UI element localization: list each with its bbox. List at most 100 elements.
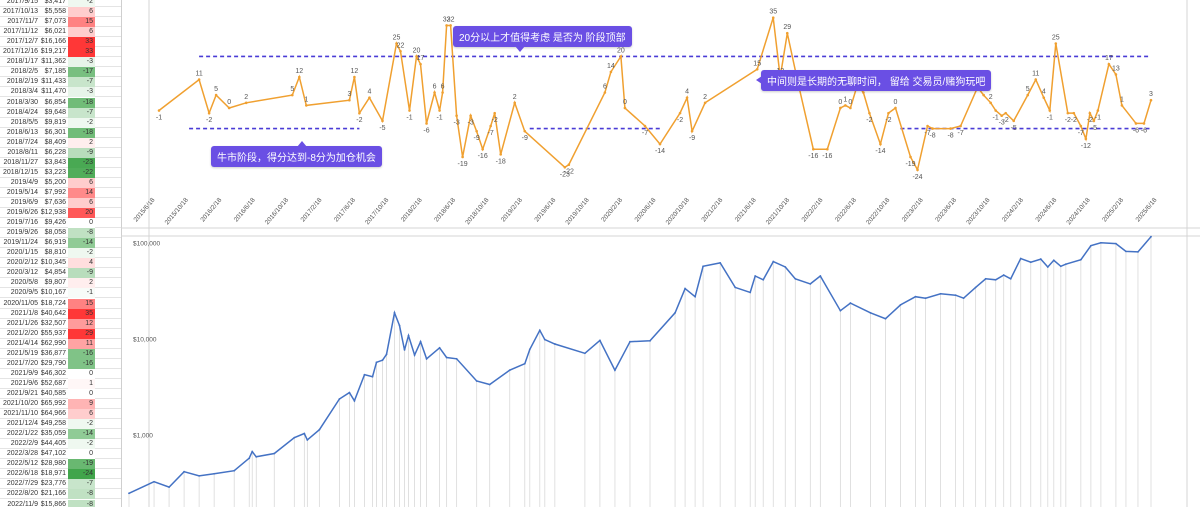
cell-date[interactable]: 2021/9/6 [10,379,38,387]
cell-score[interactable]: 6 [68,27,95,38]
table-row[interactable]: 2018/4/24 $9,648 -7 [0,107,121,118]
cell-score[interactable]: -23 [68,157,95,168]
table-row[interactable]: 2018/1/17 $11,362 -3 [0,57,121,68]
cell-score[interactable]: -8 [68,499,95,507]
cell-date[interactable]: 2022/8/20 [6,490,38,498]
cell-price[interactable]: $44,405 [40,440,66,448]
cell-date[interactable]: 2018/8/11 [7,148,38,156]
cell-price[interactable]: $16,166 [40,38,66,46]
cell-price[interactable]: $18,971 [40,470,66,478]
cell-price[interactable]: $9,807 [44,279,66,287]
cell-score[interactable]: -3 [68,87,95,98]
cell-date[interactable]: 2019/4/9 [10,178,38,186]
cell-date[interactable]: 2021/11/10 [3,410,38,418]
cell-score[interactable]: -14 [68,429,95,440]
cell-score[interactable]: -24 [68,469,95,480]
cell-date[interactable]: 2017/11/12 [3,28,38,36]
table-row[interactable]: 2022/7/29 $23,776 -7 [0,479,121,490]
table-row[interactable]: 2021/2/20 $55,937 29 [0,328,121,339]
cell-score[interactable]: -2 [68,439,95,450]
cell-price[interactable]: $64,966 [40,410,66,418]
cell-score[interactable]: 35 [68,308,95,319]
cell-date[interactable]: 2019/6/26 [6,209,38,217]
cell-score[interactable]: -2 [68,248,95,259]
cell-score[interactable]: 0 [68,218,95,229]
cell-date[interactable]: 2018/7/24 [6,138,38,146]
cell-price[interactable]: $62,990 [40,339,66,347]
table-row[interactable]: 2019/6/26 $12,938 20 [0,208,121,219]
table-row[interactable]: 2018/8/11 $6,228 -9 [0,147,121,158]
table-row[interactable]: 2020/9/5 $10,167 -1 [0,288,121,299]
table-row[interactable]: 2021/10/20 $65,992 9 [0,399,121,409]
table-row[interactable]: 2017/12/7 $16,166 33 [0,37,121,48]
cell-score[interactable]: -16 [68,358,95,369]
cell-score[interactable]: 11 [68,338,95,349]
table-row[interactable]: 2021/7/20 $29,790 -16 [0,358,121,369]
cell-score[interactable]: 2 [68,278,95,289]
cell-price[interactable]: $11,433 [41,78,66,86]
cell-date[interactable]: 2018/1/17 [6,58,38,66]
cell-score[interactable]: 15 [68,17,95,28]
table-row[interactable]: 2022/3/28 $47,102 0 [0,449,121,460]
table-row[interactable]: 2017/12/16 $19,217 33 [0,47,121,58]
cell-date[interactable]: 2018/2/5 [10,68,38,76]
table-row[interactable]: 2019/9/26 $8,058 -8 [0,228,121,239]
table-row[interactable]: 2021/4/14 $62,990 11 [0,338,121,349]
cell-date[interactable]: 2018/11/27 [3,158,38,166]
cell-date[interactable]: 2019/11/24 [3,239,38,247]
cell-score[interactable]: 33 [68,37,95,48]
cell-date[interactable]: 2019/9/26 [6,229,38,237]
cell-score[interactable]: -7 [68,107,95,118]
table-row[interactable]: 2018/2/19 $11,433 -7 [0,77,121,88]
cell-price[interactable]: $40,642 [40,309,66,317]
cell-score[interactable]: 20 [68,208,95,219]
cell-score[interactable]: 6 [68,409,95,420]
cell-price[interactable]: $35,059 [40,430,66,438]
table-row[interactable]: 2017/10/13 $5,558 6 [0,7,121,18]
cell-date[interactable]: 2020/1/15 [6,249,38,257]
cell-date[interactable]: 2022/5/12 [6,460,38,468]
cell-price[interactable]: $36,877 [40,349,66,357]
table-row[interactable]: 2018/5/5 $9,819 -2 [0,117,121,128]
cell-price[interactable]: $9,648 [44,108,66,116]
cell-price[interactable]: $40,585 [40,389,66,397]
cell-price[interactable]: $3,223 [44,168,66,176]
cell-price[interactable]: $8,058 [44,229,66,237]
cell-price[interactable]: $12,938 [40,209,66,217]
cell-price[interactable]: $28,980 [40,460,66,468]
table-row[interactable]: 2019/7/16 $9,426 0 [0,218,121,229]
cell-score[interactable]: -16 [68,348,95,359]
cell-date[interactable]: 2022/11/9 [7,500,38,507]
cell-score[interactable]: -18 [68,97,95,108]
cell-score[interactable]: 29 [68,328,95,339]
table-row[interactable]: 2021/11/10 $64,966 6 [0,409,121,420]
cell-date[interactable]: 2021/5/19 [6,349,38,357]
table-row[interactable]: 2022/5/12 $28,980 -19 [0,459,121,470]
cell-date[interactable]: 2021/10/20 [2,400,38,407]
cell-date[interactable]: 2020/5/8 [10,279,38,287]
cell-price[interactable]: $6,854 [44,98,66,106]
cell-score[interactable]: -3 [68,57,95,68]
cell-price[interactable]: $3,843 [44,158,66,166]
cell-price[interactable]: $49,258 [40,420,66,428]
cell-price[interactable]: $6,228 [44,148,66,156]
cell-price[interactable]: $6,021 [44,28,66,36]
table-row[interactable]: 2021/9/21 $40,585 0 [0,388,121,399]
cell-date[interactable]: 2020/9/5 [10,289,38,297]
cell-score[interactable]: 2 [68,137,95,148]
table-row[interactable]: 2018/12/15 $3,223 -22 [0,167,121,178]
cell-price[interactable]: $23,776 [40,480,66,488]
cell-date[interactable]: 2019/6/9 [10,199,38,206]
cell-date[interactable]: 2021/7/20 [6,359,38,367]
table-row[interactable]: 2021/5/19 $36,877 -16 [0,348,121,359]
cell-score[interactable]: -2 [68,419,95,430]
table-row[interactable]: 2022/6/18 $18,971 -24 [0,469,121,480]
cell-price[interactable]: $6,301 [44,128,66,136]
table-row[interactable]: 2020/2/12 $10,345 4 [0,258,121,269]
cell-score[interactable]: -22 [68,167,95,178]
cell-date[interactable]: 2020/3/12 [6,269,38,277]
cell-price[interactable]: $15,866 [40,500,66,507]
cell-date[interactable]: 2018/12/15 [2,168,38,176]
table-row[interactable]: 2018/3/30 $6,854 -18 [0,97,121,108]
cell-price[interactable]: $32,507 [40,319,66,327]
